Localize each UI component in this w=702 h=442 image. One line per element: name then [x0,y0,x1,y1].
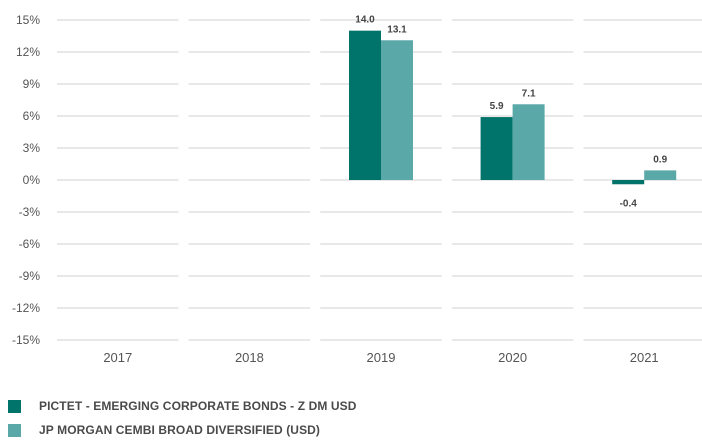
data-label: 13.1 [387,24,407,35]
x-tick-label: 2018 [235,350,264,365]
data-label: 5.9 [490,101,504,112]
x-tick-label: 2020 [498,350,527,365]
bar [349,30,381,180]
y-tick-label: -3% [19,205,41,219]
x-tick-label: 2019 [367,350,396,365]
bar [612,180,645,185]
legend-item-series-1: PICTET - EMERGING CORPORATE BONDS - Z DM… [8,394,357,418]
data-label: 7.1 [522,88,536,99]
y-tick-label: 9% [23,77,41,91]
y-tick-label: 3% [23,141,41,155]
legend-label-series-1: PICTET - EMERGING CORPORATE BONDS - Z DM… [39,399,357,413]
bar [512,104,545,180]
x-tick-label: 2017 [103,350,132,365]
x-tick-label: 2021 [630,350,659,365]
data-label: 14.0 [355,15,375,26]
data-label: -0.4 [620,198,638,209]
y-tick-label: -9% [19,269,41,283]
y-tick-label: 0% [23,173,41,187]
y-tick-label: 6% [23,109,41,123]
bar [644,170,677,180]
legend-swatch-series-1 [8,399,21,413]
data-label: 0.9 [653,154,667,165]
bar [480,117,513,180]
legend-label-series-2: JP MORGAN CEMBI BROAD DIVERSIFIED (USD) [39,423,321,437]
y-tick-label: 12% [16,45,40,59]
y-tick-label: -6% [19,237,41,251]
bar [381,40,413,181]
y-tick-label: -15% [12,333,40,347]
legend: PICTET - EMERGING CORPORATE BONDS - Z DM… [8,394,357,442]
bar-chart: 15% 12% 9% 6% 3% 0% -3% -6% -9% -12% -15% 2017 2018 2… [12,13,702,365]
legend-item-series-2: JP MORGAN CEMBI BROAD DIVERSIFIED (USD) [8,418,357,442]
legend-swatch-series-2 [8,423,21,437]
y-tick-label: -12% [12,301,40,315]
y-tick-label: 15% [16,13,40,27]
